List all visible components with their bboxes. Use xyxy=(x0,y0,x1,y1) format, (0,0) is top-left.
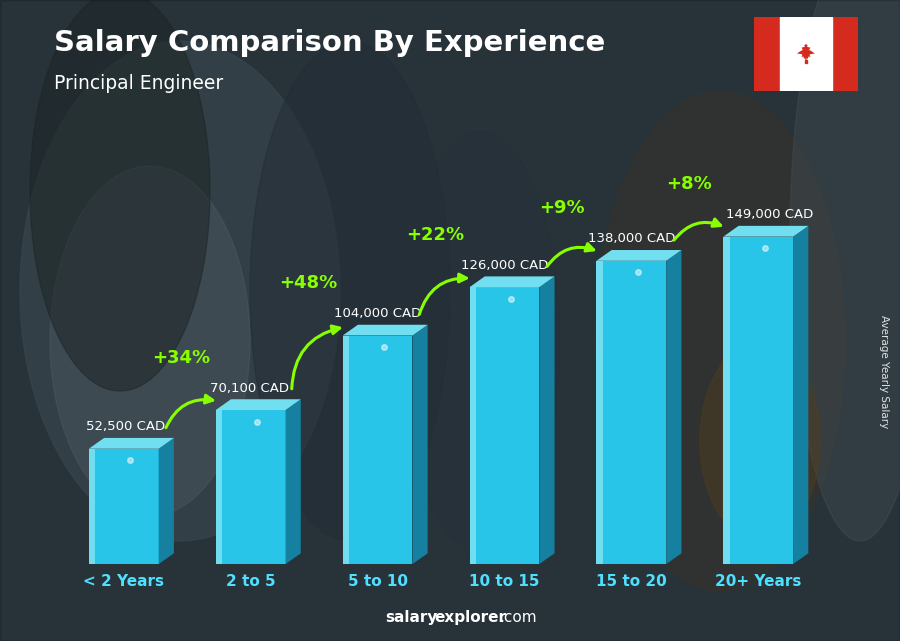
Polygon shape xyxy=(724,226,808,237)
Ellipse shape xyxy=(20,41,340,541)
Text: +8%: +8% xyxy=(666,175,712,193)
Polygon shape xyxy=(216,410,285,564)
Text: 138,000 CAD: 138,000 CAD xyxy=(589,233,676,246)
Polygon shape xyxy=(666,250,681,564)
Text: 52,500 CAD: 52,500 CAD xyxy=(86,420,165,433)
Polygon shape xyxy=(597,250,681,261)
Text: salary: salary xyxy=(385,610,437,625)
Polygon shape xyxy=(89,438,174,449)
Polygon shape xyxy=(797,44,814,63)
Polygon shape xyxy=(470,287,539,564)
Text: 104,000 CAD: 104,000 CAD xyxy=(335,307,422,320)
Bar xyxy=(832,17,858,91)
Ellipse shape xyxy=(250,41,450,541)
Polygon shape xyxy=(216,410,222,564)
Ellipse shape xyxy=(30,0,210,391)
Bar xyxy=(780,17,832,91)
Bar xyxy=(754,17,780,91)
Polygon shape xyxy=(89,449,95,564)
Ellipse shape xyxy=(400,131,560,551)
Text: +22%: +22% xyxy=(407,226,464,244)
Polygon shape xyxy=(597,261,603,564)
Text: 126,000 CAD: 126,000 CAD xyxy=(462,259,549,272)
Polygon shape xyxy=(539,276,554,564)
Polygon shape xyxy=(216,399,301,410)
Polygon shape xyxy=(89,449,158,564)
Text: +48%: +48% xyxy=(279,274,338,292)
Polygon shape xyxy=(343,335,412,564)
Text: 149,000 CAD: 149,000 CAD xyxy=(726,208,814,221)
Text: +34%: +34% xyxy=(153,349,211,367)
Polygon shape xyxy=(793,226,808,564)
Text: Principal Engineer: Principal Engineer xyxy=(54,74,223,93)
Text: explorer: explorer xyxy=(435,610,507,625)
Ellipse shape xyxy=(595,91,845,591)
Text: Average Yearly Salary: Average Yearly Salary xyxy=(878,315,889,428)
Text: .com: .com xyxy=(500,610,537,625)
Text: 70,100 CAD: 70,100 CAD xyxy=(210,381,289,395)
Ellipse shape xyxy=(50,166,250,516)
FancyBboxPatch shape xyxy=(752,15,860,93)
Polygon shape xyxy=(285,399,301,564)
Polygon shape xyxy=(343,325,427,335)
Text: Salary Comparison By Experience: Salary Comparison By Experience xyxy=(54,29,605,57)
Text: +9%: +9% xyxy=(539,199,585,217)
Polygon shape xyxy=(412,325,427,564)
Polygon shape xyxy=(470,287,476,564)
Polygon shape xyxy=(724,237,730,564)
Polygon shape xyxy=(724,237,793,564)
Ellipse shape xyxy=(700,341,820,541)
Polygon shape xyxy=(343,335,349,564)
Polygon shape xyxy=(470,276,554,287)
Ellipse shape xyxy=(790,0,900,541)
Polygon shape xyxy=(158,438,174,564)
Polygon shape xyxy=(597,261,666,564)
